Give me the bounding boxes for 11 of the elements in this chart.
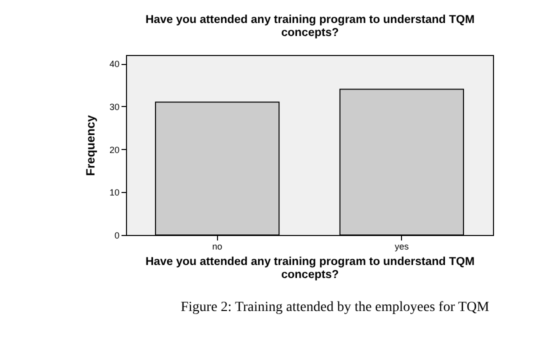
- y-axis-title: Frequency: [83, 114, 98, 176]
- x-tick-label: no: [212, 242, 222, 252]
- y-tick-label: 20: [109, 144, 120, 155]
- caption: Figure 2: Training attended by the employees for TQM: [180, 300, 490, 316]
- y-tick-label: 0: [114, 230, 120, 240]
- y-tick-label: 40: [109, 59, 120, 70]
- chart-title: Have you attended any training program to understand TQM concepts?: [144, 14, 476, 40]
- y-tick-label: 10: [109, 188, 120, 198]
- x-tick-label: yes: [394, 242, 410, 252]
- x-axis-title: Have you attended any training program to understand TQM concepts?: [144, 256, 476, 282]
- y-tick-label: 30: [109, 102, 120, 112]
